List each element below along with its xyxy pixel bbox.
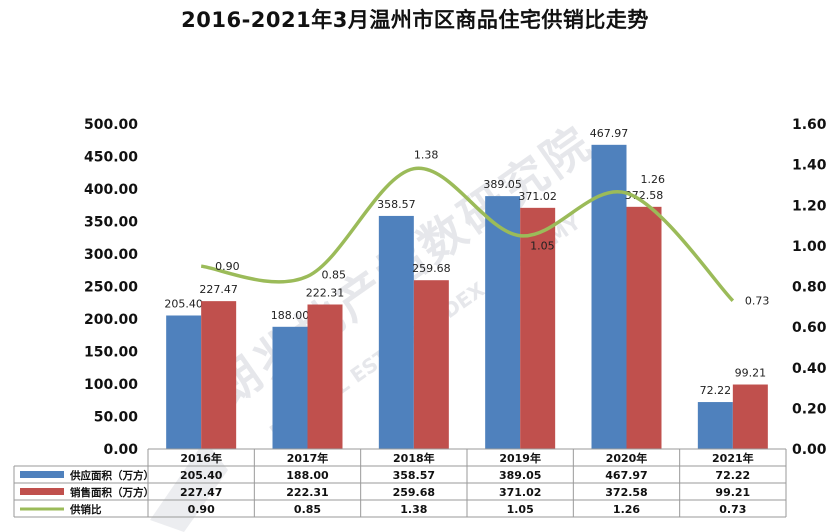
y-right-tick-label: 1.20: [792, 198, 827, 214]
line-data-label: 0.85: [322, 268, 347, 281]
bar-supply: [485, 196, 521, 449]
line-supply-sales-ratio: [200, 166, 735, 302]
line-data-label: 1.38: [414, 149, 439, 162]
y-right-tick-label: 0.40: [792, 361, 827, 377]
bar-data-label: 72.22: [700, 384, 732, 397]
bar-sales: [201, 301, 237, 449]
bar-sales: [520, 207, 556, 449]
y-left-tick-label: 250.00: [84, 280, 138, 296]
y-left-tick-label: 300.00: [84, 247, 138, 263]
x-category-label: 2017年: [287, 451, 329, 465]
bar-data-label: 371.02: [518, 190, 557, 203]
y-right-tick-label: 0.80: [792, 280, 827, 296]
watermark-logo-mark: [150, 440, 228, 532]
bar-supply: [697, 402, 733, 449]
plot-area: 0.00 50.00 100.00 150.00 200.00 250.00 300.00 3…: [84, 117, 827, 458]
table-cell: 372.58: [605, 486, 647, 499]
table-cell: 0.73: [719, 503, 746, 516]
y-right-tick-label: 0.20: [792, 401, 827, 417]
bar-sales: [413, 280, 449, 449]
bar-data-label: 389.05: [483, 178, 522, 191]
table-cell: 1.05: [507, 503, 534, 516]
x-category-label: 2020年: [606, 451, 648, 465]
bar-supply: [166, 315, 202, 449]
table-cell: 227.47: [180, 486, 222, 499]
bar-supply: [272, 326, 308, 449]
x-category-label: 2019年: [499, 451, 541, 465]
table-cell: 358.57: [393, 469, 435, 482]
bar-sales: [732, 384, 768, 449]
bar-sales: [307, 304, 343, 449]
line-data-label: 1.05: [530, 240, 555, 253]
bar-data-label: 358.57: [377, 198, 416, 211]
bar-data-label: 222.31: [306, 286, 345, 299]
legend-entry: 供销比: [69, 503, 102, 516]
bar-data-label: 188.00: [271, 309, 310, 322]
legend-swatch: [20, 471, 64, 478]
line-data-label: 0.90: [215, 260, 240, 273]
table-cell: 389.05: [499, 469, 541, 482]
legend-swatch: [20, 488, 64, 495]
y-right-tick-label: 1.40: [792, 158, 827, 174]
y-right-tick-label: 1.60: [792, 117, 827, 133]
y-left-tick-label: 450.00: [84, 150, 138, 166]
table-cell: 205.40: [180, 469, 223, 482]
y-left-tick-label: 150.00: [84, 345, 138, 361]
table-cell: 1.38: [400, 503, 427, 516]
legend-entry: 销售面积（万方）: [70, 486, 154, 499]
table-cell: 371.02: [499, 486, 541, 499]
y-left-tick-label: 400.00: [84, 182, 138, 198]
bar-data-label: 372.58: [625, 189, 664, 202]
y-right-tick-label: 1.00: [792, 239, 827, 255]
y-left-tick-label: 0.00: [103, 442, 138, 458]
y-right-tick-label: 0.60: [792, 320, 827, 336]
x-category-label: 2016年: [180, 451, 222, 465]
chart-title: 2016-2021年3月温州市区商品住宅供销比走势: [181, 8, 649, 32]
x-category-label: 2021年: [712, 451, 754, 465]
table-cell: 259.68: [393, 486, 435, 499]
y-left-tick-label: 100.00: [84, 377, 138, 393]
bar-data-label: 259.68: [412, 262, 451, 275]
table-cell: 0.90: [188, 503, 215, 516]
table-cell: 188.00: [286, 469, 329, 482]
y-left-tick-label: 500.00: [84, 117, 138, 133]
table-cell: 0.85: [294, 503, 321, 516]
table-cell: 72.22: [715, 469, 750, 482]
y-left-tick-label: 50.00: [94, 410, 139, 426]
table-cell: 222.31: [286, 486, 328, 499]
line-data-label: 1.26: [641, 173, 666, 186]
table-cell: 1.26: [613, 503, 640, 516]
table-cell: 99.21: [715, 486, 750, 499]
bar-sales: [626, 206, 662, 449]
bar-data-label: 99.21: [735, 367, 767, 380]
bar-data-label: 467.97: [590, 127, 629, 140]
bar-data-label: 227.47: [199, 283, 238, 296]
x-category-label: 2018年: [393, 451, 435, 465]
legend-entry: 供应面积（万方）: [69, 469, 154, 482]
bar-supply: [378, 215, 414, 449]
y-left-tick-label: 200.00: [84, 312, 138, 328]
line-data-label: 0.73: [745, 295, 770, 308]
y-right-tick-label: 0.00: [792, 442, 827, 458]
bar-data-label: 205.40: [164, 297, 203, 310]
y-left-tick-label: 350.00: [84, 215, 138, 231]
table-cell: 467.97: [605, 469, 647, 482]
